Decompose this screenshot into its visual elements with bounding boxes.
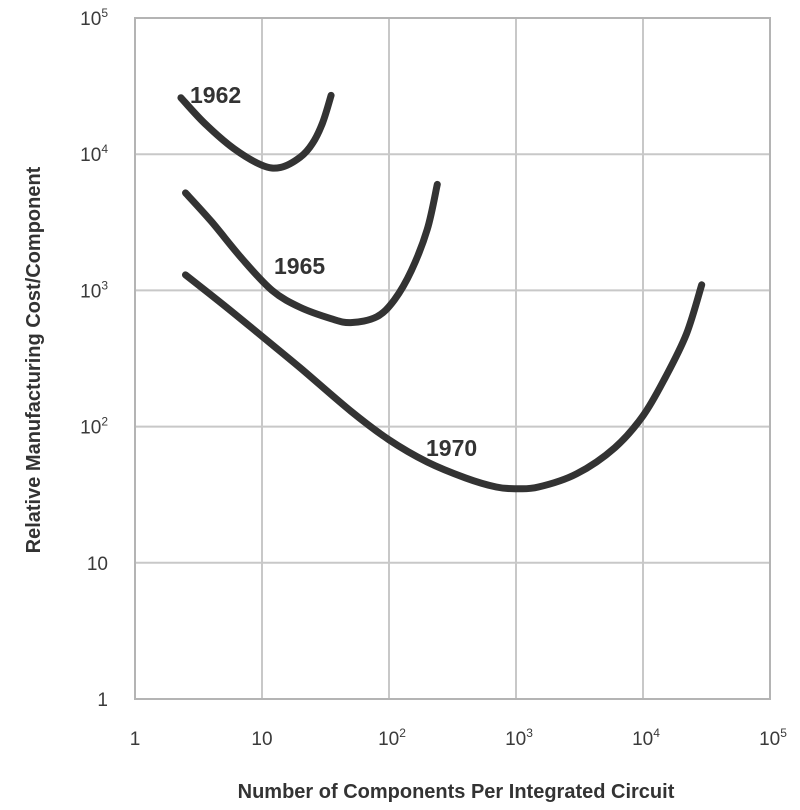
x-tick-label: 104 — [632, 726, 660, 750]
series-curves — [177, 91, 706, 493]
y-tick-label: 1 — [97, 690, 108, 711]
curve-1970 — [182, 271, 706, 493]
x-tick-label: 102 — [378, 726, 406, 750]
x-tick-label: 10 — [251, 729, 272, 750]
curve-1965 — [182, 180, 441, 327]
x-tick-label: 1 — [130, 729, 141, 750]
curve-label-1970: 1970 — [426, 435, 477, 461]
curve-label-1962: 1962 — [190, 82, 241, 108]
x-axis-title: Number of Components Per Integrated Circ… — [238, 781, 675, 803]
y-tick-label: 102 — [80, 415, 108, 439]
y-axis-ticks: 1 10 102 103 104 105 — [80, 6, 108, 711]
y-tick-label: 10 — [87, 554, 108, 575]
x-axis-ticks: 1 10 102 103 104 105 — [130, 726, 788, 750]
grid — [135, 18, 770, 699]
curve-1962 — [177, 91, 335, 172]
series-labels: 1962 1965 1970 — [190, 82, 477, 461]
x-tick-label: 103 — [505, 726, 533, 750]
y-tick-label: 104 — [80, 142, 108, 166]
y-axis-title: Relative Manufacturing Cost/Component — [23, 166, 45, 553]
x-tick-label: 105 — [759, 726, 787, 750]
plot-frame — [134, 17, 771, 700]
y-tick-label: 105 — [80, 6, 108, 30]
y-tick-label: 103 — [80, 278, 108, 302]
curve-label-1965: 1965 — [274, 253, 325, 279]
